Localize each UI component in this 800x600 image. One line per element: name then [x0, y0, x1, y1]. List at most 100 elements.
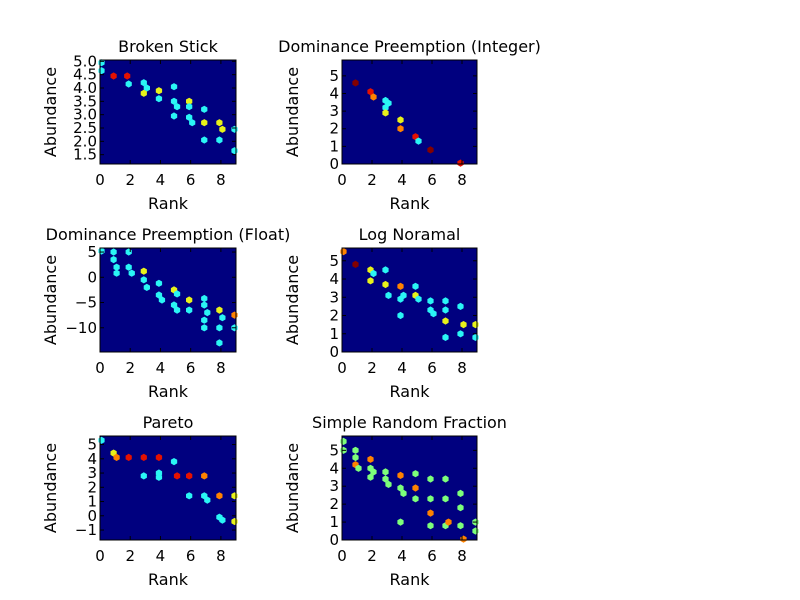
data-cell	[400, 489, 407, 497]
data-cell	[140, 276, 147, 284]
x-tick-label: 2	[367, 547, 377, 565]
data-cell	[140, 79, 147, 87]
data-cell	[442, 475, 449, 483]
data-cell	[457, 489, 464, 497]
data-cell	[204, 309, 211, 317]
data-cell	[155, 87, 163, 95]
subplot-title: Simple Random Fraction	[312, 413, 507, 432]
y-tick-label: 3.0	[73, 106, 97, 124]
data-cell	[367, 277, 374, 285]
subplot-3: 0 2 4 6 8 5 0 −5 −10 Dominance Preemption (Float)…	[41, 225, 290, 401]
data-cell	[201, 105, 208, 113]
data-cell	[173, 290, 181, 298]
x-tick-label: 6	[427, 547, 437, 565]
data-cell	[427, 146, 434, 154]
data-cell	[400, 291, 407, 299]
data-cell	[219, 314, 226, 322]
x-tick-label: 4	[397, 547, 407, 565]
y-tick-label: 3	[87, 464, 97, 482]
data-cell	[216, 306, 223, 314]
data-cell	[155, 453, 163, 461]
x-axis-label: Rank	[390, 382, 431, 401]
data-cell	[427, 297, 434, 305]
plot-area	[342, 436, 477, 540]
data-cell	[110, 248, 117, 256]
x-tick-label: 4	[397, 359, 407, 377]
x-tick-label: 8	[457, 359, 467, 377]
y-tick-label: 2	[87, 478, 97, 496]
data-cell	[170, 97, 178, 105]
y-tick-label: 3	[329, 102, 339, 120]
plot-area	[100, 248, 236, 352]
data-cell	[125, 263, 132, 271]
data-cell	[427, 475, 434, 483]
subplot-title: Dominance Preemption (Float)	[46, 225, 291, 244]
data-cell	[189, 119, 196, 127]
axes-frame	[99, 247, 237, 353]
x-axis-label: Rank	[390, 194, 431, 213]
plot-area	[100, 436, 236, 540]
x-tick-label: 6	[427, 359, 437, 377]
x-tick-label: 6	[186, 171, 196, 189]
data-cell	[397, 518, 404, 526]
data-cell	[128, 269, 135, 277]
y-tick-label: 2	[329, 307, 339, 325]
x-tick-label: 0	[95, 171, 105, 189]
x-tick-label: 0	[337, 171, 347, 189]
y-axis-label: Abundance	[283, 255, 302, 345]
x-axis-label: Rank	[148, 194, 189, 213]
data-cell	[415, 137, 422, 145]
data-cell	[186, 296, 193, 304]
y-tick-label: 3	[329, 477, 339, 495]
data-cell	[201, 472, 208, 480]
subplot-title: Log Noramal	[359, 225, 461, 244]
y-tick-label: 2	[329, 495, 339, 513]
data-cell	[442, 297, 449, 305]
subplot-title: Broken Stick	[118, 37, 218, 56]
data-cell	[186, 472, 193, 480]
y-tick-label: −1	[75, 521, 97, 539]
data-cell	[125, 453, 132, 461]
y-axis-label: Abundance	[41, 67, 60, 157]
y-tick-label: −10	[65, 319, 97, 337]
subplot-1: 0 2 4 6 8 1.52.02.53.03.54.04.55.0 Broken Stic…	[41, 37, 238, 213]
data-cell	[113, 269, 120, 277]
data-cell	[216, 119, 223, 127]
y-tick-label: 4.5	[73, 66, 97, 84]
data-cell	[415, 295, 422, 303]
data-cell	[397, 282, 404, 290]
data-cell	[457, 522, 464, 530]
data-cell	[140, 89, 147, 97]
y-tick-label: 1	[329, 325, 339, 343]
data-cell	[201, 136, 208, 144]
data-cell	[173, 103, 181, 111]
data-cell	[352, 79, 359, 87]
x-tick-label: 4	[156, 171, 166, 189]
y-axis-label: Abundance	[41, 443, 60, 533]
data-cell	[216, 339, 223, 347]
data-cell	[442, 495, 449, 503]
data-cell	[143, 84, 150, 92]
data-cell	[125, 80, 132, 88]
y-tick-label: 0	[329, 343, 339, 361]
y-tick-label: 2	[329, 120, 339, 138]
data-cell	[412, 495, 419, 503]
y-tick-label: 1	[329, 137, 339, 155]
data-cell	[442, 317, 449, 325]
data-cell	[412, 470, 419, 478]
x-tick-label: 6	[186, 547, 196, 565]
data-cell	[216, 136, 223, 144]
data-cell	[204, 496, 211, 504]
data-cell	[216, 324, 223, 332]
data-cell	[367, 455, 374, 463]
data-cell	[382, 109, 389, 117]
data-cell	[397, 311, 404, 320]
data-cell	[140, 472, 147, 480]
data-cell	[219, 125, 226, 133]
y-tick-label: −5	[75, 294, 97, 312]
data-cell	[201, 324, 208, 332]
y-tick-label: 4	[87, 450, 97, 468]
